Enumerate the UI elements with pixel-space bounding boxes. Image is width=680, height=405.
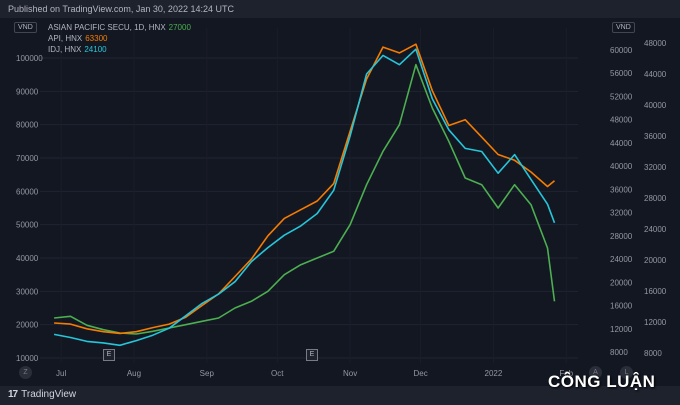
legend-series-name: API, HNX bbox=[48, 34, 83, 43]
tradingview-logo[interactable]: 17 TradingView bbox=[8, 389, 76, 400]
right-inner-axis-tick-label: 40000 bbox=[610, 162, 633, 171]
cong-luan-watermark: CÔNG LUẬN bbox=[548, 372, 656, 391]
axis-btn-z[interactable]: Z bbox=[19, 366, 32, 379]
x-axis-tick-label: Aug bbox=[127, 369, 141, 378]
left-axis-tick-label: 10000 bbox=[16, 354, 39, 363]
legend-series-name: ASIAN PACIFIC SECU, 1D, HNX bbox=[48, 23, 166, 32]
legend-item[interactable]: ASIAN PACIFIC SECU, 1D, HNX 27000 bbox=[48, 22, 191, 33]
series-line-1 bbox=[54, 43, 556, 335]
left-axis-tick-label: 90000 bbox=[16, 87, 39, 96]
right-inner-axis-tick-label: 32000 bbox=[610, 209, 633, 218]
chart-legend: ASIAN PACIFIC SECU, 1D, HNX 27000 API, HNX… bbox=[48, 22, 191, 55]
chart-area[interactable]: 10000 20000 30000 40000 50000 60000 70000 80000… bbox=[0, 18, 680, 386]
left-axis-tick-label: 100000 bbox=[16, 54, 43, 63]
footer-bar: 17 TradingView bbox=[0, 386, 680, 405]
left-axis-tick-label: 30000 bbox=[16, 287, 39, 296]
axis-btn-a[interactable]: A bbox=[589, 366, 602, 379]
right-outer-axis-tick-label: 32000 bbox=[644, 163, 667, 172]
right-outer-axis-tick-label: 36000 bbox=[644, 132, 667, 141]
axis-btn-l[interactable]: L bbox=[620, 366, 633, 379]
left-axis-tick-label: 60000 bbox=[16, 187, 39, 196]
right-inner-axis-tick-label: 36000 bbox=[610, 185, 633, 194]
right-outer-axis-tick-label: 8000 bbox=[644, 349, 662, 358]
legend-series-value: 63300 bbox=[85, 34, 108, 43]
right-inner-axis-tick-label: 24000 bbox=[610, 255, 633, 264]
right-inner-axis-tick-label: 56000 bbox=[610, 69, 633, 78]
x-axis-tick-label: Oct bbox=[271, 369, 284, 378]
published-text: Published on TradingView.com, Jan 30, 20… bbox=[8, 4, 234, 14]
right-inner-axis-tick-label: 8000 bbox=[610, 348, 628, 357]
right-inner-axis-tick-label: 20000 bbox=[610, 278, 633, 287]
right-outer-axis-tick-label: 20000 bbox=[644, 256, 667, 265]
left-axis-tick-label: 20000 bbox=[16, 321, 39, 330]
left-axis-tick-label: 40000 bbox=[16, 254, 39, 263]
legend-item[interactable]: API, HNX 63300 bbox=[48, 33, 191, 44]
right-inner-axis-tick-label: 44000 bbox=[610, 139, 633, 148]
plot-background bbox=[40, 28, 578, 363]
legend-series-value: 24100 bbox=[84, 45, 107, 54]
right-inner-axis-tick-label: 16000 bbox=[610, 302, 633, 311]
right-outer-axis-tick-label: 40000 bbox=[644, 101, 667, 110]
legend-item[interactable]: IDJ, HNX 24100 bbox=[48, 44, 191, 55]
price-chart[interactable]: 10000 20000 30000 40000 50000 60000 70000 80000… bbox=[0, 18, 680, 386]
series-line-0 bbox=[54, 63, 556, 335]
x-axis-tick-label: Nov bbox=[343, 369, 357, 378]
right-outer-axis-tick-label: 48000 bbox=[644, 39, 667, 48]
tradingview-logo-text: TradingView bbox=[21, 389, 77, 400]
legend-series-value: 27000 bbox=[168, 23, 191, 32]
x-axis-tick-label: Feb bbox=[559, 369, 573, 378]
right-outer-axis-tick-label: 24000 bbox=[644, 225, 667, 234]
left-axis-tick-label: 80000 bbox=[16, 121, 39, 130]
right-outer-axis-tick-label: 12000 bbox=[644, 318, 667, 327]
x-axis-tick-label: Jul bbox=[56, 369, 66, 378]
legend-series-name: IDJ, HNX bbox=[48, 45, 82, 54]
right-inner-axis-tick-label: 48000 bbox=[610, 116, 633, 125]
series-line-2 bbox=[53, 48, 556, 347]
right-inner-axis-tick-label: 60000 bbox=[610, 46, 633, 55]
right-inner-axis-tick-label: 12000 bbox=[610, 325, 633, 334]
right-inner-axis-tick-label: 52000 bbox=[610, 92, 633, 101]
right-outer-axis-tick-label: 44000 bbox=[644, 70, 667, 79]
right-outer-axis-tick-label: 16000 bbox=[644, 287, 667, 296]
x-axis-tick-label: Sep bbox=[200, 369, 215, 378]
right-outer-axis-tick-label: 28000 bbox=[644, 194, 667, 203]
x-axis-tick-label: 2022 bbox=[485, 369, 503, 378]
earnings-marker-1[interactable]: E bbox=[103, 349, 115, 361]
currency-badge-left: VND bbox=[14, 22, 37, 33]
currency-badge-right: VND bbox=[612, 22, 635, 33]
x-axis-tick-label: Dec bbox=[413, 369, 427, 378]
tradingview-logo-icon: 17 bbox=[8, 389, 18, 400]
left-axis-tick-label: 50000 bbox=[16, 221, 39, 230]
left-axis-tick-label: 70000 bbox=[16, 154, 39, 163]
earnings-marker-2[interactable]: E bbox=[306, 349, 318, 361]
published-bar: Published on TradingView.com, Jan 30, 20… bbox=[0, 0, 680, 18]
right-inner-axis-tick-label: 28000 bbox=[610, 232, 633, 241]
